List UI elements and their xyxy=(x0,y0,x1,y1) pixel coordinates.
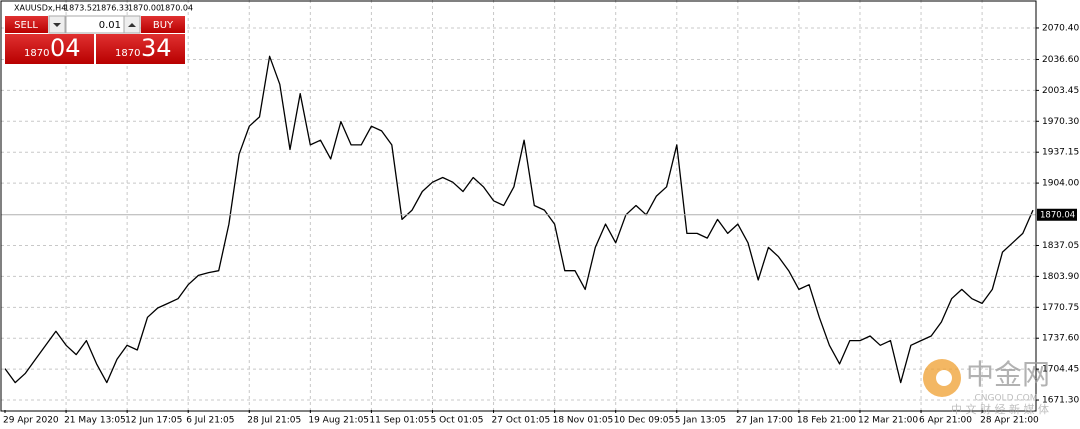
y-tick-label: 2036.60 xyxy=(1042,55,1079,65)
ohlc: 1870.00 xyxy=(128,4,161,13)
x-tick-label: 10 Dec 09:05 xyxy=(614,416,675,426)
arrow-down xyxy=(53,23,61,27)
x-tick-label: 12 Mar 21:00 xyxy=(858,416,918,426)
x-tick-label: 6 Jul 21:05 xyxy=(186,416,234,426)
buy-label[interactable]: BUY xyxy=(153,20,174,31)
y-tick-label: 1803.90 xyxy=(1042,272,1079,282)
y-tick-label: 1737.60 xyxy=(1042,334,1079,344)
x-tick-label: 6 Apr 21:00 xyxy=(919,416,972,426)
x-tick-label: 18 Feb 21:00 xyxy=(797,416,856,426)
sell-button[interactable] xyxy=(5,16,48,33)
x-tick-label: 12 Jun 17:05 xyxy=(125,416,182,426)
sell-label[interactable]: SELL xyxy=(14,20,38,31)
buy-button[interactable] xyxy=(141,16,185,33)
x-tick-label: 27 Jan 17:00 xyxy=(736,416,793,426)
buy-price[interactable]: 1870 xyxy=(115,48,140,59)
y-tick-label: 1671.30 xyxy=(1042,396,1079,406)
y-tick-label: 2070.40 xyxy=(1042,23,1079,33)
watermark-slogan: 中 文 财 经 新 媒 体 xyxy=(951,402,1049,416)
arrow-up xyxy=(128,23,136,27)
x-tick-label: 5 Oct 01:05 xyxy=(430,416,483,426)
x-tick-label: 18 Nov 01:05 xyxy=(553,416,614,426)
current-price-box xyxy=(1037,208,1077,221)
watermark-site: CNGOLD.COM xyxy=(974,394,1037,404)
x-tick-label: 21 May 13:05 xyxy=(64,416,126,426)
plot xyxy=(1,55,1036,384)
plot-frame xyxy=(0,0,1037,412)
trade-panel: SELL 0.01 BUY 1870 04 1870 34 xyxy=(5,15,185,64)
y-tick-label: 1837.05 xyxy=(1042,241,1079,251)
sell-price-box[interactable] xyxy=(5,34,94,64)
watermark-name: 中金网 xyxy=(966,358,1050,391)
y-tick-label: 2003.45 xyxy=(1042,86,1079,96)
sell-pips[interactable]: 04 xyxy=(50,34,81,62)
watermark: 中金网 CNGOLD.COM 中 文 财 经 新 媒 体 xyxy=(923,358,1050,416)
symbol: XAUUSDx,H4 xyxy=(14,4,66,13)
x-tick-label: 28 Jul 21:05 xyxy=(247,416,301,426)
x-tick-label: 5 Jan 13:05 xyxy=(675,416,726,426)
ohlc: 1873.52 xyxy=(64,4,97,13)
volume[interactable]: 0.01 xyxy=(99,20,121,31)
current-price-label: 1870.04 xyxy=(1040,210,1075,220)
ohlc: 1870.04 xyxy=(160,4,193,13)
buy-price-box[interactable] xyxy=(96,34,185,64)
y-tick-label: 1904.00 xyxy=(1042,179,1079,189)
buy-pips[interactable]: 34 xyxy=(141,34,172,62)
y-tick-label: 1770.75 xyxy=(1042,303,1079,313)
x-tick-label: 28 Apr 21:00 xyxy=(980,416,1039,426)
sell-price[interactable]: 1870 xyxy=(24,48,49,59)
price-line xyxy=(4,55,1034,384)
x-tick-label: 29 Apr 2020 xyxy=(3,416,59,426)
x-tick-label: 19 Aug 21:05 xyxy=(308,416,369,426)
logo-inner xyxy=(936,370,952,386)
x-tick-label: 11 Sep 01:05 xyxy=(369,416,429,426)
grid xyxy=(1,0,1036,410)
ohlc: 1876.33 xyxy=(96,4,129,13)
y-tick-label: 1970.30 xyxy=(1042,117,1079,127)
y-tick-label: 1704.45 xyxy=(1042,365,1079,375)
y-tick-label: 1937.15 xyxy=(1042,148,1079,158)
x-tick-label: 27 Oct 01:05 xyxy=(492,416,551,426)
